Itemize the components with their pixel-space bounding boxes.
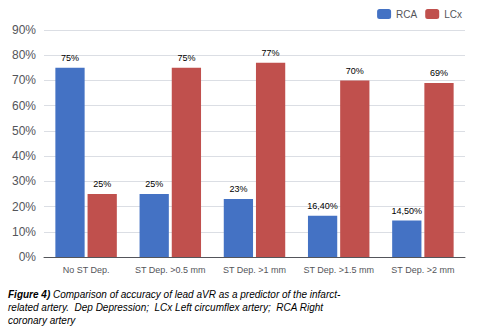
svg-text:related artery. Dep Depressio: related artery. Dep Depression; LCx Left… [8, 302, 324, 313]
svg-text:14,50%: 14,50% [392, 206, 423, 216]
svg-text:coronary artery: coronary artery [8, 315, 76, 326]
svg-text:75%: 75% [177, 53, 195, 63]
svg-text:40%: 40% [12, 149, 36, 163]
svg-text:30%: 30% [12, 174, 36, 188]
svg-text:25%: 25% [145, 179, 163, 189]
svg-text:ST Dep. >1.5 mm: ST Dep. >1.5 mm [303, 265, 374, 275]
svg-text:90%: 90% [12, 23, 36, 37]
svg-text:Comparison of accuracy of lead: Comparison of accuracy of lead aVR as a … [50, 289, 341, 300]
svg-text:50%: 50% [12, 124, 36, 138]
svg-text:Figure 4): Figure 4) [8, 289, 51, 300]
svg-text:RCA: RCA [396, 9, 417, 20]
svg-text:75%: 75% [61, 53, 79, 63]
svg-text:77%: 77% [262, 48, 280, 58]
svg-text:25%: 25% [93, 179, 111, 189]
svg-text:80%: 80% [12, 48, 36, 62]
svg-text:60%: 60% [12, 99, 36, 113]
svg-text:0%: 0% [19, 250, 37, 264]
svg-text:ST Dep. >1 mm: ST Dep. >1 mm [223, 265, 286, 275]
svg-text:69%: 69% [430, 68, 448, 78]
svg-text:20%: 20% [12, 200, 36, 214]
svg-text:70%: 70% [346, 66, 364, 76]
svg-text:70%: 70% [12, 73, 36, 87]
svg-text:16,40%: 16,40% [307, 201, 338, 211]
svg-text:10%: 10% [12, 225, 36, 239]
svg-text:LCx: LCx [444, 9, 462, 20]
svg-text:ST Dep. >2 mm: ST Dep. >2 mm [391, 265, 454, 275]
svg-text:No ST Dep.: No ST Dep. [63, 265, 110, 275]
svg-text:ST Dep. >0.5 mm: ST Dep. >0.5 mm [135, 265, 206, 275]
svg-text:23%: 23% [229, 184, 247, 194]
